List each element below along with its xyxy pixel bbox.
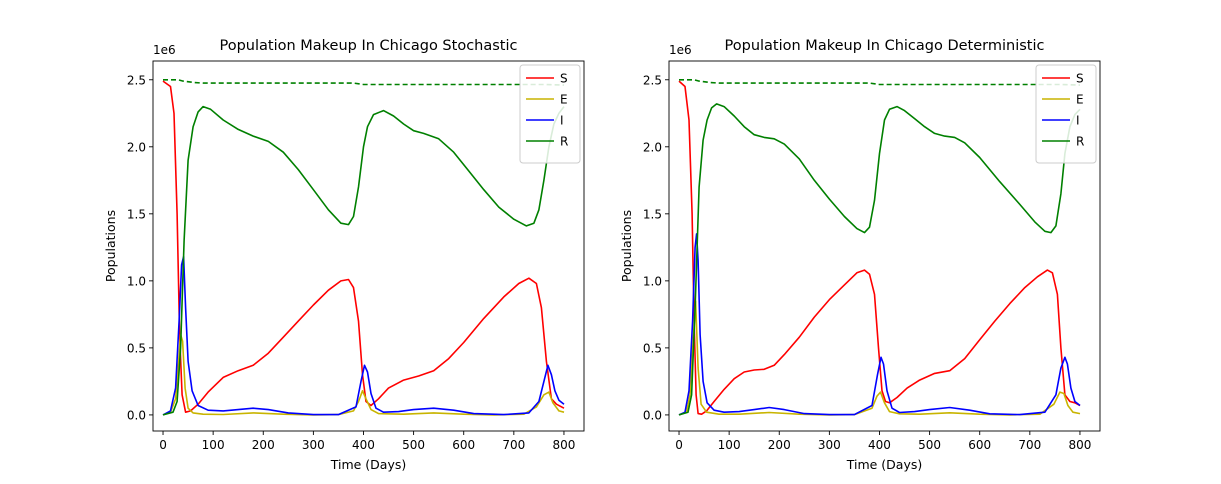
legend-label-S: S xyxy=(560,72,568,86)
x-tick-label: 200 xyxy=(252,438,275,452)
legend-label-R: R xyxy=(1076,135,1084,149)
y-tick-label: 1.5 xyxy=(127,207,146,221)
x-tick-label: 600 xyxy=(452,438,475,452)
y-scale-label: 1e6 xyxy=(669,43,692,57)
y-tick-label: 2.5 xyxy=(127,73,146,87)
legend-label-E: E xyxy=(1076,93,1084,107)
y-tick-label: 0.5 xyxy=(127,341,146,355)
series-line-E xyxy=(678,300,1081,416)
x-tick-label: 0 xyxy=(159,438,167,452)
y-axis-label: Populations xyxy=(619,210,634,282)
series-line-total xyxy=(163,79,565,86)
y-tick-label: 1.0 xyxy=(127,274,146,288)
y-tick-label: 1.5 xyxy=(643,207,662,221)
axes-frame xyxy=(152,60,585,432)
legend-label-S: S xyxy=(1076,72,1084,86)
chart-panel-1: 0 100 200 300 400 500 600 700 800 0.0 0.5 1.0 1.5 2.0… xyxy=(103,38,585,472)
y-scale-label: 1e6 xyxy=(153,43,176,57)
series-line-I xyxy=(678,233,1081,416)
x-tick-label: 700 xyxy=(502,438,525,452)
x-tick-label: 600 xyxy=(968,438,991,452)
chart-panel-2: 0 100 200 300 400 500 600 700 800 0.0 0.5 1.0 1.5 2.0… xyxy=(619,38,1101,472)
series-line-S xyxy=(162,80,565,413)
x-axis-label: Time (Days) xyxy=(330,457,407,472)
y-axis-label: Populations xyxy=(103,210,118,282)
legend-label-I: I xyxy=(1076,114,1080,128)
x-tick-label: 400 xyxy=(352,438,375,452)
legend-box xyxy=(519,64,581,164)
series-line-R xyxy=(162,105,565,416)
x-tick-label: 400 xyxy=(868,438,891,452)
legend-label-R: R xyxy=(560,135,568,149)
y-tick-label: 1.0 xyxy=(643,274,662,288)
x-tick-label: 500 xyxy=(402,438,425,452)
legend-box xyxy=(1035,64,1097,164)
series-line-R xyxy=(678,103,1081,416)
axes-frame xyxy=(668,60,1101,432)
x-tick-label: 0 xyxy=(675,438,683,452)
x-tick-label: 700 xyxy=(1018,438,1041,452)
x-tick-label: 800 xyxy=(553,438,576,452)
series-line-E xyxy=(162,333,565,416)
series-line-total xyxy=(679,79,1081,86)
x-tick-label: 300 xyxy=(818,438,841,452)
y-tick-label: 2.5 xyxy=(643,73,662,87)
x-tick-label: 200 xyxy=(768,438,791,452)
y-tick-label: 0.0 xyxy=(643,408,662,422)
x-axis-label: Time (Days) xyxy=(846,457,923,472)
y-tick-label: 2.0 xyxy=(127,140,146,154)
x-tick-label: 800 xyxy=(1069,438,1092,452)
x-tick-label: 100 xyxy=(718,438,741,452)
y-tick-label: 0.0 xyxy=(127,408,146,422)
y-tick-label: 2.0 xyxy=(643,140,662,154)
legend-label-I: I xyxy=(560,114,564,128)
y-tick-label: 0.5 xyxy=(643,341,662,355)
series-line-I xyxy=(162,255,565,416)
x-tick-label: 500 xyxy=(918,438,941,452)
x-tick-label: 100 xyxy=(202,438,225,452)
chart-title: Population Makeup In Chicago Stochastic xyxy=(219,38,517,54)
x-tick-label: 300 xyxy=(302,438,325,452)
legend-label-E: E xyxy=(560,93,568,107)
chart-title: Population Makeup In Chicago Determinist… xyxy=(725,38,1045,54)
